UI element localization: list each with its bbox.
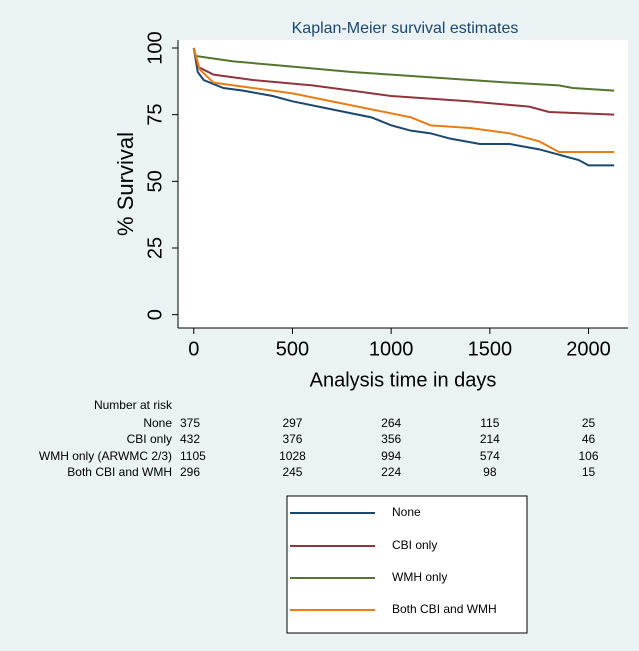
survival-curve bbox=[192, 47, 615, 92]
survival-curve bbox=[192, 47, 615, 153]
risk-count: 25 bbox=[582, 416, 596, 430]
survival-curve bbox=[192, 47, 615, 167]
y-axis-label: % Survival bbox=[113, 132, 138, 236]
x-tick-label: 1500 bbox=[468, 338, 513, 360]
risk-row-label: CBI only bbox=[127, 432, 172, 446]
risk-count: 432 bbox=[180, 432, 200, 446]
risk-count: 264 bbox=[381, 416, 401, 430]
risk-count: 214 bbox=[480, 432, 500, 446]
risk-count: 297 bbox=[282, 416, 302, 430]
risk-count: 115 bbox=[480, 416, 499, 430]
risk-count: 376 bbox=[282, 432, 302, 446]
risk-count: 98 bbox=[483, 465, 497, 479]
risk-count: 1105 bbox=[180, 449, 206, 463]
risk-count: 296 bbox=[180, 465, 200, 479]
legend-label: CBI only bbox=[392, 538, 437, 552]
risk-count: 245 bbox=[282, 465, 302, 479]
risk-count: 1028 bbox=[279, 449, 306, 463]
risk-count: 106 bbox=[579, 449, 599, 463]
legend-label: WMH only bbox=[392, 570, 447, 584]
risk-count: 15 bbox=[582, 465, 596, 479]
plot-area bbox=[178, 40, 628, 328]
risk-row-label: None bbox=[143, 416, 172, 430]
risk-count: 224 bbox=[381, 465, 401, 479]
x-axis-label: Analysis time in days bbox=[310, 369, 497, 391]
legend-label: Both CBI and WMH bbox=[392, 602, 497, 616]
x-tick-label: 1000 bbox=[369, 338, 414, 360]
risk-count: 574 bbox=[480, 449, 500, 463]
y-tick-label: 75 bbox=[144, 104, 166, 126]
y-tick-label: 50 bbox=[144, 170, 166, 192]
risk-count: 356 bbox=[381, 432, 401, 446]
survival-curve bbox=[192, 47, 615, 116]
risk-count: 994 bbox=[381, 449, 401, 463]
chart-title: Kaplan-Meier survival estimates bbox=[292, 20, 519, 37]
risk-count: 375 bbox=[180, 416, 200, 430]
risk-row-label: Both CBI and WMH bbox=[67, 465, 172, 479]
y-tick-label: 0 bbox=[144, 309, 166, 320]
x-tick-label: 0 bbox=[188, 338, 199, 360]
risk-count: 46 bbox=[582, 432, 596, 446]
risk-row-label: WMH only (ARWMC 2/3) bbox=[39, 449, 172, 463]
x-tick-label: 2000 bbox=[566, 338, 611, 360]
x-tick-label: 500 bbox=[276, 338, 309, 360]
y-tick-label: 25 bbox=[144, 237, 166, 259]
y-tick-label: 100 bbox=[144, 31, 166, 64]
legend-label: None bbox=[392, 505, 421, 519]
risk-title: Number at risk bbox=[94, 398, 173, 412]
